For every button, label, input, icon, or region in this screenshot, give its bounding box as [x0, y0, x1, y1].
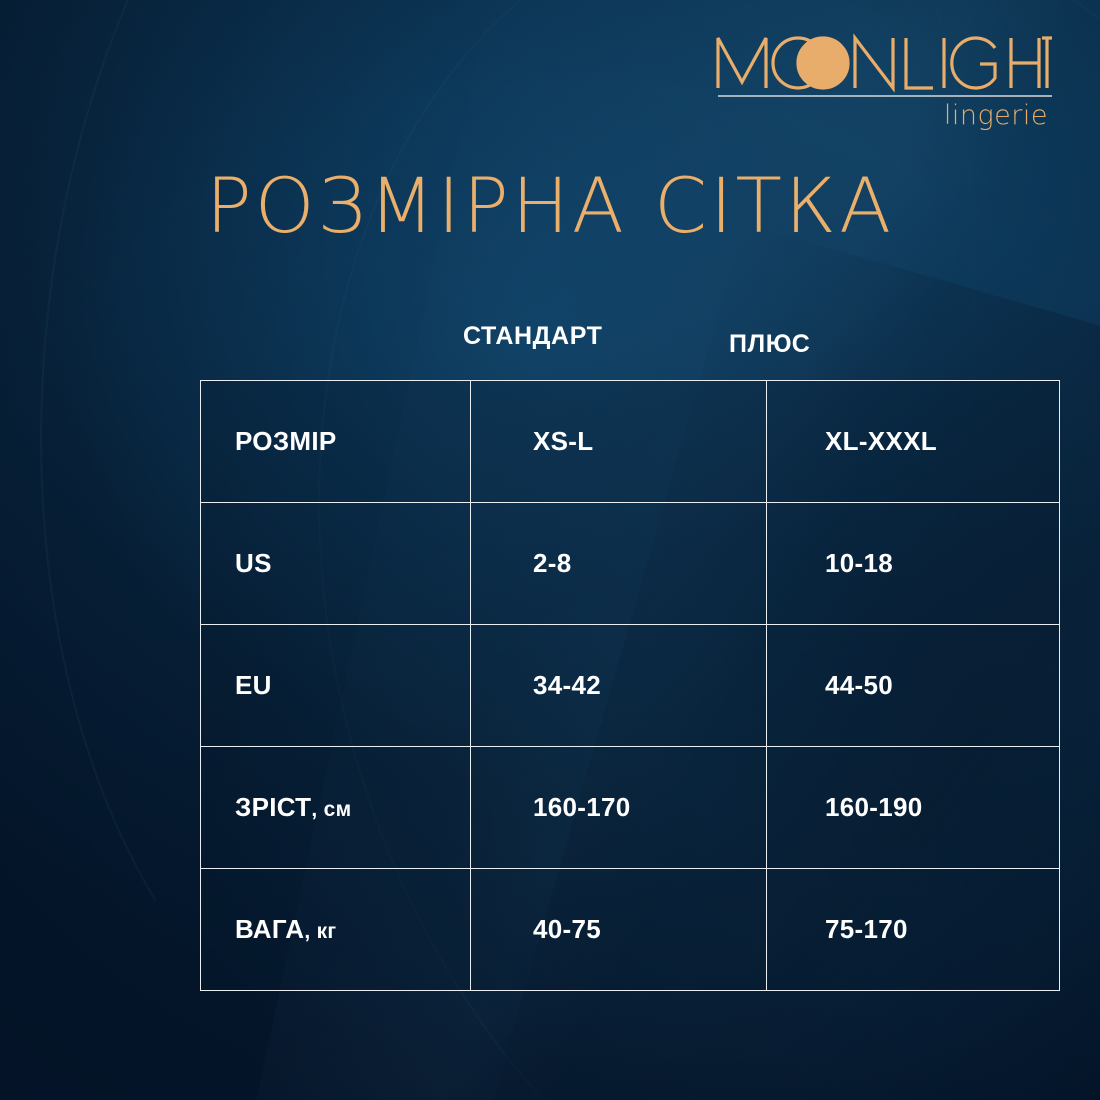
row-label: ЗРІСТ: [235, 792, 312, 822]
table-row: EU 34-42 44-50: [200, 624, 1060, 747]
moonlight-wordmark-icon: [716, 33, 1052, 97]
row-plus-cell: 160-190: [766, 746, 1060, 869]
row-standard-cell: 40-75: [470, 868, 767, 991]
row-label-cell: ВАГА, кг: [200, 868, 471, 991]
row-standard-cell: 2-8: [470, 502, 767, 625]
row-label: ВАГА: [235, 914, 305, 944]
size-table: РОЗМІР XS-L XL-XXXL US 2-8 10-18 EU 34-4…: [200, 380, 1060, 991]
column-header-standard: СТАНДАРТ: [463, 322, 603, 350]
row-label-cell: ЗРІСТ, см: [200, 746, 471, 869]
column-headers: СТАНДАРТ ПЛЮС: [200, 322, 899, 366]
brand-tagline: lingerie: [943, 100, 1048, 131]
row-plus-cell: 10-18: [766, 502, 1060, 625]
table-row: ЗРІСТ, см 160-170 160-190: [200, 746, 1060, 869]
column-header-plus: ПЛЮС: [729, 330, 811, 358]
table-row: ВАГА, кг 40-75 75-170: [200, 868, 1060, 991]
row-label-cell: РОЗМІР: [200, 380, 471, 503]
size-table-body: РОЗМІР XS-L XL-XXXL US 2-8 10-18 EU 34-4…: [200, 380, 1060, 991]
row-unit: , см: [311, 798, 352, 821]
brand-logo: lingerie: [712, 26, 1052, 131]
row-label-cell: EU: [200, 624, 471, 747]
row-standard-cell: 160-170: [470, 746, 767, 869]
row-label: US: [235, 548, 272, 578]
row-plus-cell: 75-170: [766, 868, 1060, 991]
row-standard-cell: 34-42: [470, 624, 767, 747]
row-standard-cell: XS-L: [470, 380, 767, 503]
row-label-cell: US: [200, 502, 471, 625]
row-label: РОЗМІР: [235, 426, 337, 456]
row-plus-cell: 44-50: [766, 624, 1060, 747]
table-row: US 2-8 10-18: [200, 502, 1060, 625]
row-label: EU: [235, 670, 272, 700]
row-unit: , кг: [304, 920, 337, 943]
page-title: РОЗМІРНА СІТКА: [205, 161, 895, 250]
table-row: РОЗМІР XS-L XL-XXXL: [200, 380, 1060, 503]
row-plus-cell: XL-XXXL: [766, 380, 1060, 503]
